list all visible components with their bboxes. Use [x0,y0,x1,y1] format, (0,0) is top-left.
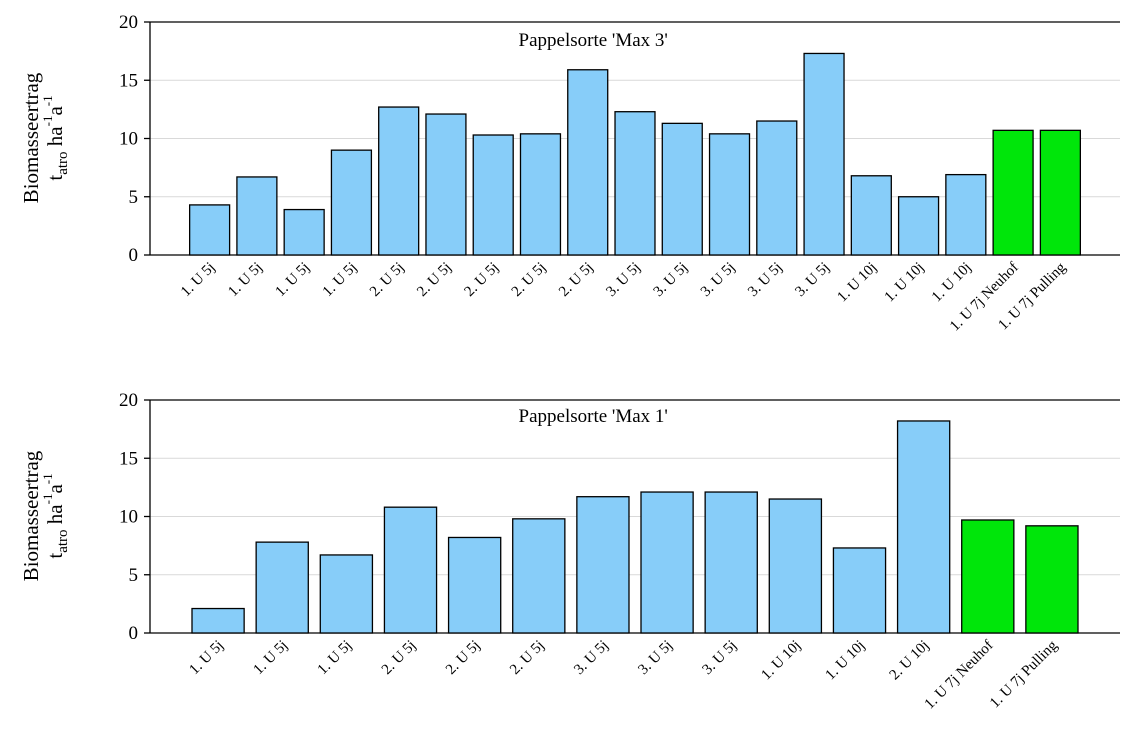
y-axis-label-line2: tatro ha-1a-1 [40,473,71,558]
x-tick-label: 3. U 5j [571,638,611,678]
bar [330,149,373,256]
bar [576,496,630,634]
x-tick-label: 2. U 10j [887,638,933,684]
x-tick-label: 1. U 5j [186,638,226,678]
x-tick-label: 1. U 10j [834,260,880,306]
x-tick-label: 1. U 10j [758,638,804,684]
x-tick-label: 1. U 7j Neuhof [922,638,997,713]
x-tick-label: 2. U 5j [367,260,407,300]
y-tick-label: 0 [129,623,139,644]
bar [472,134,514,256]
bar [191,607,245,634]
x-tick-label: 3. U 5j [698,260,738,300]
x-tick-label: 2. U 5j [507,638,547,678]
bar [512,518,566,634]
y-label-part-sup2: -1 [40,95,55,106]
x-tick-label: 1. U 10j [823,638,869,684]
x-tick-label: 2. U 5j [379,638,419,678]
x-tick-label: 1. U 10j [882,260,928,306]
y-tick-label: 5 [129,187,139,208]
y-label-part-t: t [43,175,67,181]
bar [661,122,703,256]
bar [188,204,231,256]
x-tick-label: 2. U 5j [414,260,454,300]
bar [519,133,562,256]
bar [896,420,951,634]
bar [897,196,940,256]
bar [945,173,987,256]
x-tick-label: 1. U 5j [251,638,291,678]
chart-panel-max1: 0 5 10 15 20 1. U 5j 1. U 5j 1. U 5j 2. U 5j 2. U… [19,390,1120,712]
x-tick-label: 1. U 5j [225,260,265,300]
bar [704,491,758,634]
bar [567,69,609,256]
x-tick-label: 2. U 5j [443,638,483,678]
y-label-part-sup2: -1 [40,473,55,484]
y-tick-label: 20 [119,12,138,33]
bar [447,536,502,634]
bar [255,541,309,634]
y-label-part-sup1: -1 [40,116,55,127]
y-axis-label-line1: Biomasseertrag [19,450,43,581]
y-tick-label: 15 [119,70,138,91]
bar [961,519,1015,634]
y-axis-label: Biomasseertrag tatro ha-1a-1 [19,72,71,203]
bar [378,106,420,256]
x-tick-label: 3. U 5j [792,260,832,300]
x-tick-label: 2. U 5j [462,260,502,300]
x-tick-label: 1. U 5j [315,638,355,678]
bar [832,547,887,634]
x-tick-label: 3. U 5j [635,638,675,678]
bar [756,120,798,256]
x-tick-label: 1. U 5j [178,260,218,300]
y-label-part-a: a [43,106,67,116]
x-tick-label: 1. U 5j [320,260,360,300]
y-tick-label: 15 [119,448,138,469]
x-tick-label: 3. U 5j [651,260,691,300]
y-tick-label: 10 [119,129,138,150]
x-tick-label: 2. U 5j [556,260,596,300]
chart-title: Pappelsorte 'Max 1' [519,406,668,427]
x-tick-label: 2. U 5j [509,260,549,300]
y-label-part-sup1: -1 [40,494,55,505]
bar [640,491,694,634]
y-tick-label: 0 [129,245,139,266]
y-axis-label-line2: tatro ha-1a-1 [40,95,71,180]
bar [803,52,845,256]
x-tick-label: 1. U 10j [929,260,975,306]
y-tick-label: 5 [129,565,139,586]
y-label-part-a: a [43,484,67,494]
bar [236,176,278,256]
bar [1025,525,1079,634]
x-tick-label: 3. U 5j [700,638,740,678]
bar [1039,129,1081,256]
bar [850,175,892,256]
bar [614,111,656,256]
y-axis-label-line1: Biomasseertrag [19,72,43,203]
bar [992,129,1034,256]
y-label-part-sub: atro [55,529,71,552]
x-tick-label: 1. U 7j Pulling [987,637,1061,711]
y-tick-label: 10 [119,507,138,528]
x-tick-label: 3. U 5j [603,260,643,300]
bar [708,133,751,256]
y-label-part-t: t [43,553,67,559]
bar [383,506,438,634]
bar [283,208,325,256]
x-tick-label: 1. U 5j [273,260,313,300]
bar [425,113,467,256]
y-label-part-ha: ha [43,504,67,530]
y-label-part-sub: atro [55,151,71,174]
y-label-part-ha: ha [43,126,67,152]
y-tick-label: 20 [119,390,138,411]
chart-title: Pappelsorte 'Max 3' [519,30,668,51]
bar [319,554,374,634]
x-tick-label: 3. U 5j [745,260,785,300]
bar [768,498,823,634]
y-axis-label: Biomasseertrag tatro ha-1a-1 [19,450,71,581]
